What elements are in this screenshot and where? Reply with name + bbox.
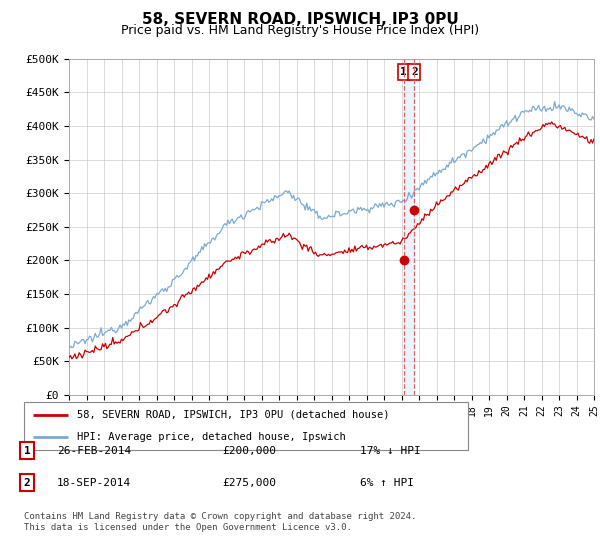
Text: 1: 1 xyxy=(23,446,31,456)
Text: 58, SEVERN ROAD, IPSWICH, IP3 0PU: 58, SEVERN ROAD, IPSWICH, IP3 0PU xyxy=(142,12,458,27)
FancyBboxPatch shape xyxy=(24,402,468,450)
Text: HPI: Average price, detached house, Ipswich: HPI: Average price, detached house, Ipsw… xyxy=(77,432,346,442)
Text: 2: 2 xyxy=(411,67,418,77)
Text: 18-SEP-2014: 18-SEP-2014 xyxy=(57,478,131,488)
Text: £275,000: £275,000 xyxy=(222,478,276,488)
Text: £200,000: £200,000 xyxy=(222,446,276,456)
Text: Contains HM Land Registry data © Crown copyright and database right 2024.
This d: Contains HM Land Registry data © Crown c… xyxy=(24,512,416,532)
Bar xyxy=(404,59,414,395)
Text: 6% ↑ HPI: 6% ↑ HPI xyxy=(360,478,414,488)
Text: 2: 2 xyxy=(23,478,31,488)
Text: 58, SEVERN ROAD, IPSWICH, IP3 0PU (detached house): 58, SEVERN ROAD, IPSWICH, IP3 0PU (detac… xyxy=(77,410,390,420)
Text: 17% ↓ HPI: 17% ↓ HPI xyxy=(360,446,421,456)
Text: Price paid vs. HM Land Registry's House Price Index (HPI): Price paid vs. HM Land Registry's House … xyxy=(121,24,479,37)
Text: 26-FEB-2014: 26-FEB-2014 xyxy=(57,446,131,456)
Text: 1: 1 xyxy=(400,67,407,77)
